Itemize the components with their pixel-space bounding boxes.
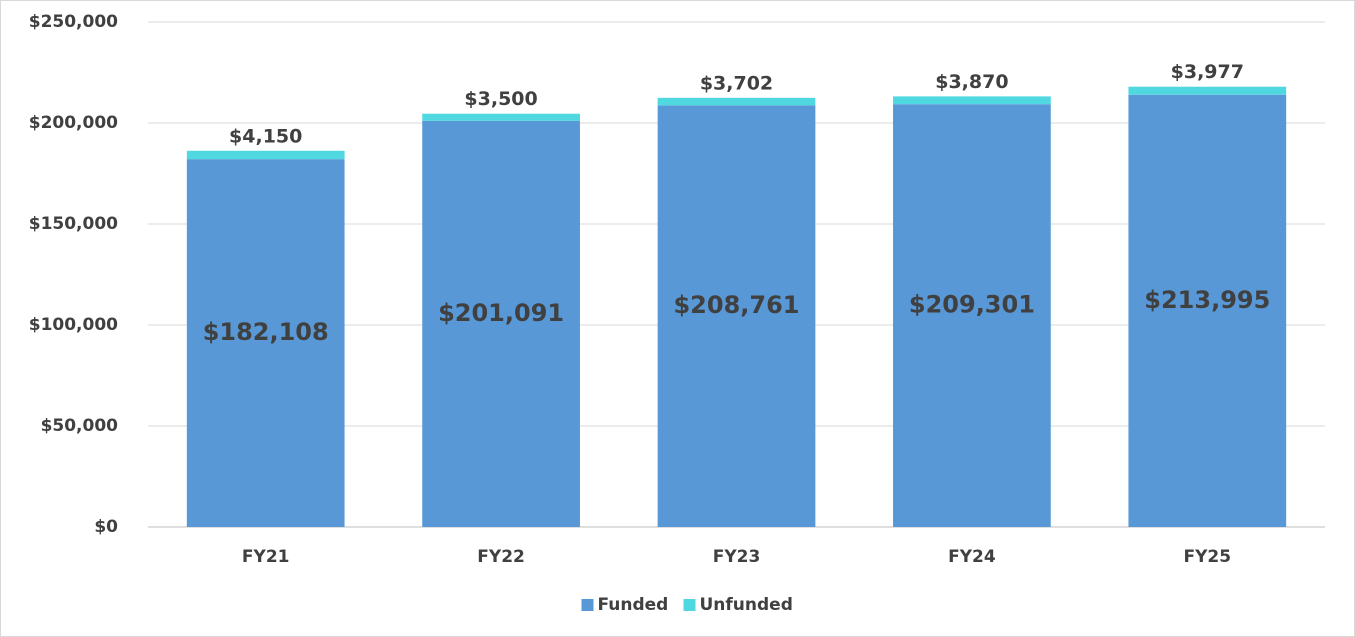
x-tick-label: FY25 (1184, 547, 1232, 567)
value-label: $3,870 (935, 71, 1008, 93)
bar-segment (657, 105, 816, 527)
x-tick-label: FY23 (713, 547, 761, 567)
bar-segment (657, 97, 816, 106)
value-label: $209,301 (909, 291, 1035, 319)
value-label: $213,995 (1144, 286, 1270, 314)
x-tick-label: FY22 (477, 547, 525, 567)
y-tick-label: $250,000 (29, 12, 118, 32)
y-tick-label: $50,000 (41, 416, 119, 436)
value-label: $201,091 (438, 299, 564, 327)
y-tick-label: $0 (94, 517, 118, 537)
bar-segment (422, 113, 580, 121)
value-label: $3,500 (464, 88, 537, 110)
legend-swatch (581, 599, 594, 611)
value-label: $4,150 (229, 125, 302, 147)
y-tick-label: $150,000 (29, 214, 118, 234)
value-label: $208,761 (673, 291, 799, 319)
bar-segment (1128, 94, 1287, 527)
value-label: $3,702 (700, 72, 773, 94)
value-label: $182,108 (203, 318, 329, 346)
bar-segment (186, 150, 345, 160)
bar-segment (1128, 86, 1287, 95)
bar-segment (186, 159, 345, 527)
bar-segment (422, 120, 580, 528)
y-tick-label: $200,000 (29, 113, 118, 133)
bar-segment (893, 96, 1051, 105)
x-tick-label: FY24 (948, 547, 996, 567)
y-tick-label: $100,000 (29, 315, 118, 335)
bar-segment (893, 104, 1051, 528)
legend-label: Unfunded (700, 595, 793, 615)
x-tick-label: FY21 (242, 547, 290, 567)
value-label: $3,977 (1171, 61, 1244, 83)
legend-label: Funded (598, 595, 669, 615)
legend-swatch (683, 599, 696, 611)
